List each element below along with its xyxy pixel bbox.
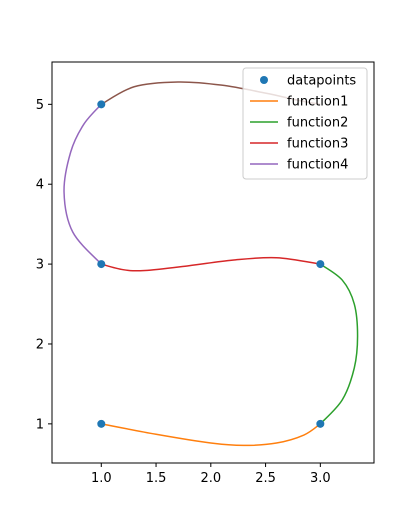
legend-box bbox=[242, 67, 368, 180]
y-tick-label: 1 bbox=[36, 417, 44, 432]
legend-label-function3: function3 bbox=[287, 137, 348, 152]
points-layer bbox=[97, 100, 325, 428]
legend-label-function2: function2 bbox=[287, 116, 348, 131]
legend-label-datapoints: datapoints bbox=[287, 74, 356, 89]
data-point-2 bbox=[316, 419, 325, 428]
legend-marker-datapoints bbox=[260, 76, 268, 84]
legend: datapoints function1 function2 function3 fun… bbox=[242, 67, 368, 180]
y-tick-label: 5 bbox=[36, 98, 44, 113]
x-tick-label: 1.5 bbox=[146, 471, 167, 486]
series-line-function3 bbox=[101, 256, 321, 272]
x-axis: 1.0 1.5 2.0 2.5 3.0 bbox=[91, 463, 331, 486]
series-line-function1 bbox=[101, 423, 321, 447]
data-point-3 bbox=[316, 260, 325, 269]
x-tick-label: 3.0 bbox=[310, 471, 331, 486]
legend-label-function4: function4 bbox=[287, 158, 348, 173]
series-line-function4 bbox=[63, 103, 102, 265]
plot-frame bbox=[51, 61, 375, 464]
data-point-5 bbox=[97, 100, 106, 109]
data-point-1 bbox=[97, 419, 106, 428]
series-line-function2 bbox=[319, 263, 359, 425]
x-tick-label: 2.0 bbox=[200, 471, 221, 486]
legend-label-function1: function1 bbox=[287, 95, 348, 110]
x-tick-label: 1.0 bbox=[91, 471, 112, 486]
y-tick-label: 2 bbox=[36, 337, 44, 352]
y-tick-label: 3 bbox=[36, 258, 44, 273]
y-axis: 1 2 3 4 5 bbox=[36, 98, 52, 432]
y-tick-label: 4 bbox=[36, 178, 44, 193]
data-point-4 bbox=[97, 260, 106, 269]
series-layer bbox=[63, 81, 359, 447]
x-tick-label: 2.5 bbox=[255, 471, 276, 486]
